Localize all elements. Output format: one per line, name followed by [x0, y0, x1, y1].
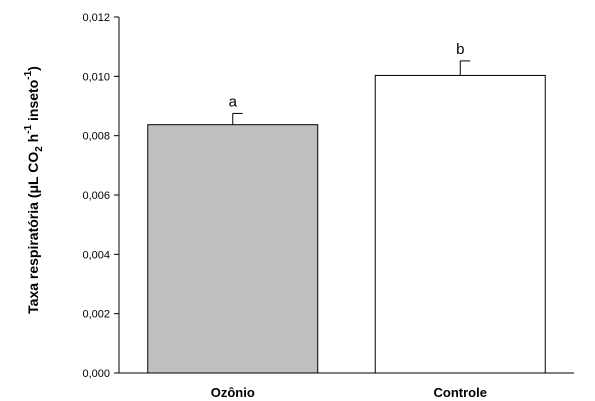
x-tick-label: Controle	[434, 385, 487, 400]
error-bars	[232, 60, 471, 125]
y-tick-label: 0,012	[82, 12, 110, 24]
y-axis-title: Taxa respiratória (μL CO2 h-1 inseto-1)	[23, 66, 45, 314]
category-labels: Ozônio Controle	[211, 385, 487, 400]
y-tick-label: 0,000	[82, 368, 110, 380]
significance-letter: b	[456, 41, 464, 58]
y-tick-label: 0,002	[82, 309, 110, 321]
y-tick-label: 0,006	[82, 190, 110, 202]
y-axis: 0,000 0,002 0,004 0,006 0,008 0,010 0,012	[82, 12, 120, 380]
bar-controle	[374, 74, 546, 374]
x-tick-label: Ozônio	[211, 385, 255, 400]
significance-letter: a	[229, 93, 238, 110]
significance-letters: ab	[229, 41, 465, 111]
bar-ozônio	[147, 124, 319, 374]
y-tick-label: 0,004	[82, 249, 110, 261]
bars	[147, 74, 546, 374]
y-tick-label: 0,008	[82, 131, 110, 143]
y-tick-label: 0,010	[82, 71, 110, 83]
